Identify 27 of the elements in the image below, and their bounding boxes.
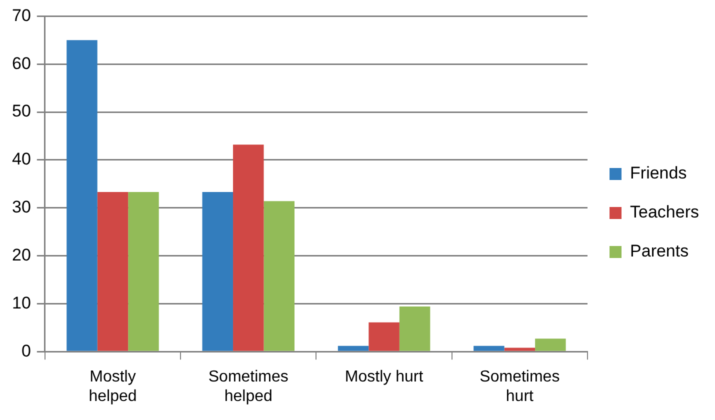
y-tick-label: 50	[12, 102, 31, 121]
y-tick-label: 40	[12, 150, 31, 169]
y-tick-label: 70	[12, 6, 31, 25]
y-tick-label: 20	[12, 245, 31, 264]
bar	[66, 40, 98, 351]
bar	[233, 144, 264, 351]
x-tick-label: Sometimes helped	[208, 368, 288, 405]
bar	[97, 192, 128, 351]
x-tick-label: Mostly helped	[88, 368, 137, 405]
bar	[399, 306, 430, 351]
y-tick-label: 30	[12, 198, 31, 217]
legend-label: Friends	[630, 164, 687, 183]
bar	[504, 348, 536, 351]
bar	[474, 346, 504, 351]
y-tick-label: 10	[12, 293, 31, 312]
legend-label: Parents	[630, 242, 689, 261]
bar	[264, 201, 295, 351]
bar	[535, 338, 566, 351]
y-tick-label: 0	[21, 341, 31, 360]
bar	[128, 192, 159, 351]
bar	[338, 346, 369, 351]
legend-label: Teachers	[630, 202, 700, 222]
x-tick-label: Mostly hurt	[344, 368, 424, 386]
bar	[368, 322, 400, 351]
x-tick-label: Sometimes hurt	[480, 368, 560, 405]
y-tick-label: 60	[12, 54, 31, 73]
bar	[202, 192, 234, 351]
